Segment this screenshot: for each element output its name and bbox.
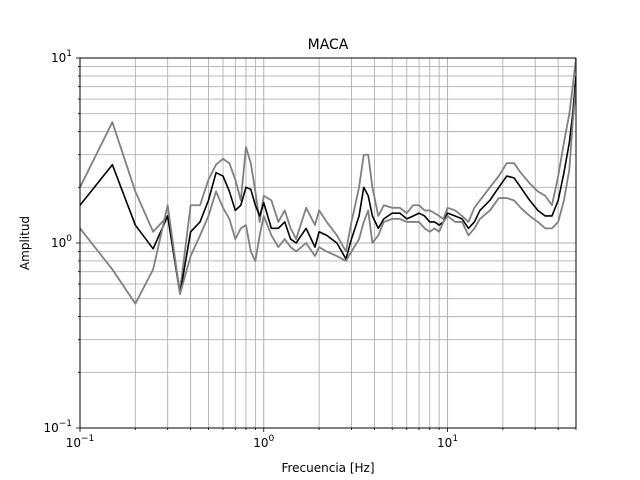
series-line-lower [80, 86, 576, 305]
y-tick-label: 10−1 [43, 419, 72, 435]
y-axis-label: Amplitud [18, 216, 32, 270]
series-lines [80, 58, 576, 305]
x-tick-label: 101 [437, 434, 458, 450]
axis-ticks: 10−1 100 101 10−1 100 101 [43, 49, 577, 450]
series-line-mean [80, 75, 576, 295]
y-tick-label: 101 [51, 49, 72, 65]
x-axis-label: Frecuencia [Hz] [281, 461, 374, 475]
chart-title: MACA [308, 37, 349, 53]
y-tick-label: 100 [51, 234, 72, 250]
series-line-upper [80, 58, 576, 292]
grid [79, 57, 577, 429]
x-tick-label: 10−1 [66, 434, 95, 450]
x-tick-label: 100 [253, 434, 274, 450]
